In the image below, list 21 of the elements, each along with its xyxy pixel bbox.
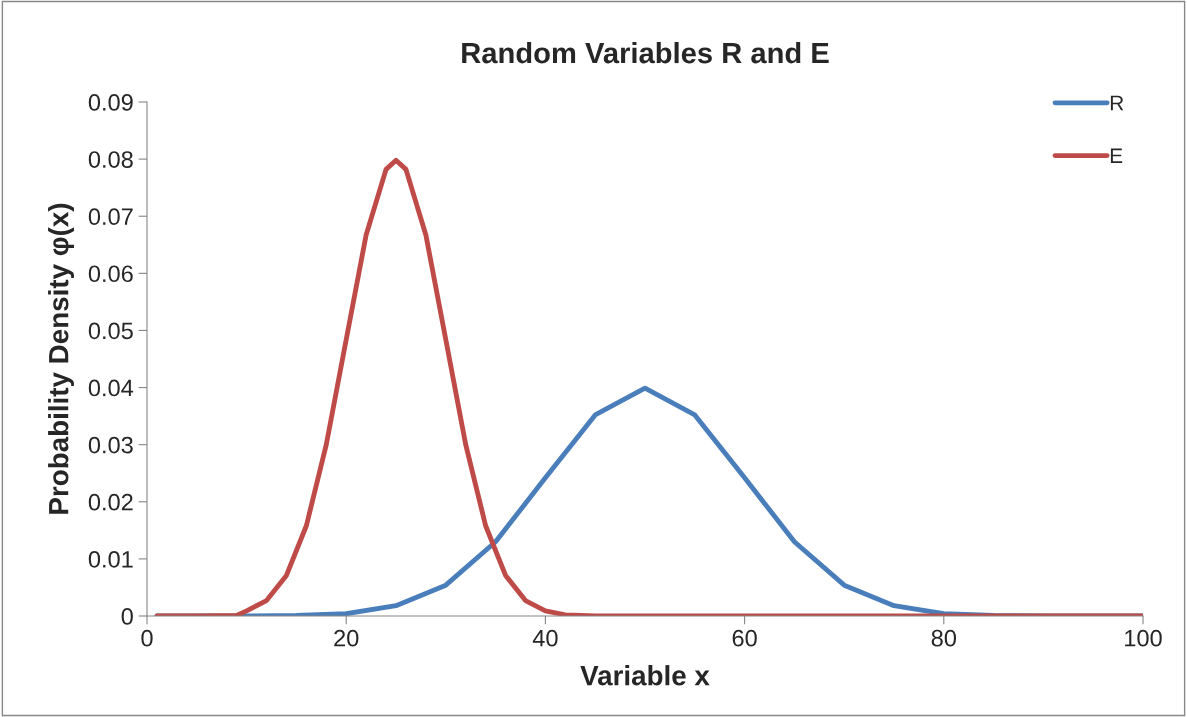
y-tick-label: 0: [121, 608, 133, 625]
y-tick-label: 0.02: [88, 493, 133, 511]
y-tick-label: 0.01: [88, 550, 133, 568]
y-tick-label: 0.07: [88, 208, 133, 226]
x-axis-title: Variable x: [580, 665, 710, 686]
y-tick-label: 0.05: [88, 322, 133, 340]
x-tick-label: 80: [931, 629, 957, 647]
x-tick-label: 100: [1125, 629, 1162, 647]
x-tick-label: 40: [532, 629, 558, 647]
y-tick-label: 0.09: [88, 94, 133, 111]
x-tick-label: 20: [334, 629, 359, 647]
x-tick-label: 60: [732, 629, 757, 647]
y-axis-title: Probability Density φ(x): [48, 203, 74, 514]
y-tick-label: 0.06: [88, 265, 133, 283]
y-tick-label: 0.03: [88, 436, 133, 454]
y-tick-label: 0.08: [88, 151, 133, 168]
y-tick-label: 0.04: [88, 379, 134, 397]
legend-label: E: [1110, 148, 1123, 163]
chart-title: Random Variables R and E: [462, 41, 829, 64]
legend-label: R: [1110, 95, 1124, 111]
x-tick-label: 0: [141, 629, 153, 647]
